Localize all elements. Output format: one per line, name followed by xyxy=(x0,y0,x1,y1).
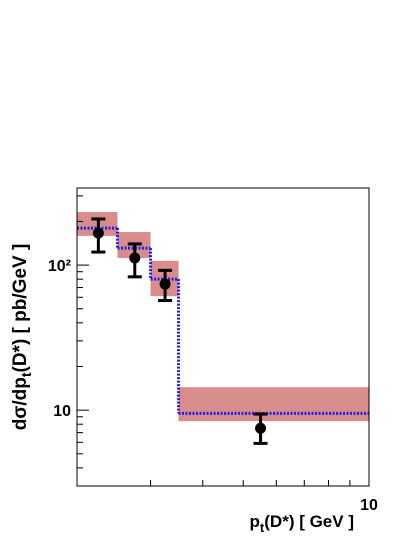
y-axis-title: dσ/dpt(D*) [ pb/GeV ] xyxy=(10,244,34,431)
data-point xyxy=(159,278,171,290)
y-axis-title-part: dσ/dp xyxy=(10,377,31,430)
x-axis-title-part: p xyxy=(250,512,260,531)
data-point xyxy=(129,252,141,264)
x-axis-title-sub: t xyxy=(260,520,265,535)
y-axis-title-part: (D*) [ pb/GeV ] xyxy=(10,244,31,373)
x-axis-title-part: (D*) [ GeV ] xyxy=(264,512,354,531)
data-point xyxy=(92,227,104,239)
theory-band xyxy=(178,387,369,422)
plot-frame xyxy=(76,187,370,487)
y-tick-label: 10 xyxy=(53,403,71,420)
y-axis-title-sub: t xyxy=(18,372,34,377)
y-tick-label: 10² xyxy=(48,258,71,275)
x-tick-label: 10 xyxy=(360,497,378,514)
data-point xyxy=(255,422,267,434)
x-axis-title: pt(D*) [ GeV ] xyxy=(250,512,354,535)
